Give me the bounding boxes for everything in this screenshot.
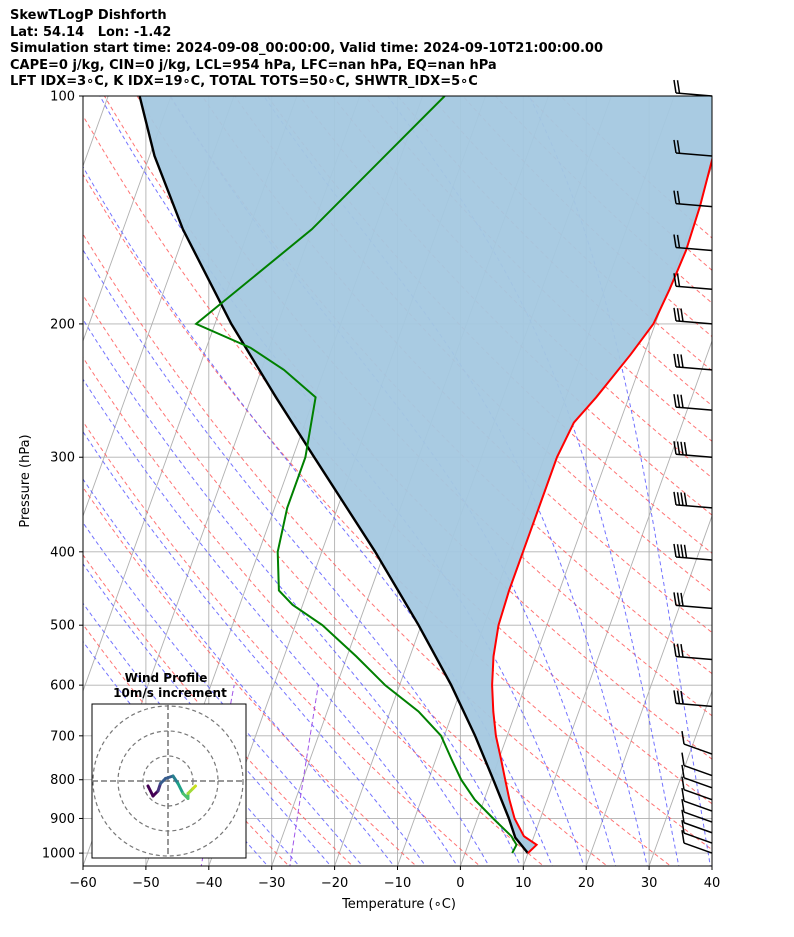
wind-barb bbox=[681, 730, 713, 755]
chart-title: SkewTLogP Dishforth bbox=[10, 8, 167, 23]
cape-cin-shading bbox=[139, 96, 712, 854]
wind-barb bbox=[681, 819, 713, 844]
moist-adiabat bbox=[99, 96, 585, 866]
y-tick-label: 700 bbox=[50, 729, 75, 744]
y-tick-label: 100 bbox=[50, 90, 75, 105]
wind-barb bbox=[681, 829, 713, 854]
stability-indices-line-1: CAPE=0 j/kg, CIN=0 j/kg, LCL=954 hPa, LF… bbox=[10, 57, 497, 73]
y-tick-label: 500 bbox=[50, 619, 75, 634]
moist-adiabat bbox=[83, 378, 458, 866]
x-axis: −60 −50 −40 −30 −20 −10 0 10 20 30 40 bbox=[69, 866, 720, 891]
dry-adiabat bbox=[83, 233, 672, 866]
isotherm-line bbox=[648, 689, 712, 866]
dewpoint-profile-line bbox=[194, 96, 518, 854]
isotherm-line bbox=[83, 96, 172, 343]
hodograph-plot bbox=[92, 704, 246, 858]
hodograph-segment bbox=[146, 784, 155, 798]
hodograph-subtitle: 10m/s increment bbox=[113, 686, 227, 700]
location-label: Lat: 54.14 Lon: -1.42 bbox=[10, 24, 172, 40]
wind-barb bbox=[673, 273, 713, 291]
moist-adiabat bbox=[83, 248, 522, 866]
isotherm-line bbox=[585, 514, 712, 866]
dry-adiabat bbox=[266, 96, 712, 554]
wind-barb bbox=[673, 394, 713, 411]
y-tick-label: 800 bbox=[50, 773, 75, 788]
y-tick-label: 1000 bbox=[42, 847, 75, 862]
isotherm-line bbox=[711, 864, 712, 866]
moist-adiabat bbox=[387, 96, 680, 866]
x-tick-label: −40 bbox=[195, 876, 222, 891]
x-tick-label: −10 bbox=[384, 876, 411, 891]
wind-barb bbox=[673, 592, 713, 610]
hodograph-segment bbox=[171, 774, 180, 785]
wind-barb bbox=[673, 190, 713, 208]
wind-barb bbox=[681, 752, 713, 777]
y-tick-label: 300 bbox=[50, 451, 75, 466]
y-tick-label: 200 bbox=[50, 317, 75, 332]
wind-barb bbox=[681, 776, 713, 801]
y-tick-label: 900 bbox=[50, 812, 75, 827]
dry-adiabat bbox=[83, 356, 545, 866]
x-tick-label: 40 bbox=[704, 876, 721, 891]
moist-adiabat bbox=[83, 562, 332, 866]
wind-barb bbox=[673, 234, 713, 252]
moist-adiabat bbox=[83, 521, 363, 866]
x-tick-label: 0 bbox=[456, 876, 464, 891]
temperature-profile-line bbox=[491, 156, 712, 854]
x-tick-label: −50 bbox=[132, 876, 159, 891]
wind-barb bbox=[681, 787, 713, 812]
wind-barb bbox=[673, 690, 713, 708]
y-axis: 1000 900 800 700 600 500 400 300 200 100 bbox=[42, 90, 83, 862]
moist-adiabat bbox=[83, 430, 427, 866]
moist-adiabat bbox=[83, 478, 395, 866]
wind-barb bbox=[681, 764, 713, 789]
simulation-time-label: Simulation start time: 2024-09-08_00:00:… bbox=[10, 41, 603, 56]
wind-barb bbox=[673, 491, 713, 509]
dry-adiabat bbox=[83, 420, 481, 866]
hodograph-segment bbox=[176, 782, 185, 795]
moist-adiabat bbox=[83, 602, 300, 866]
y-tick-label: 400 bbox=[50, 545, 75, 560]
y-axis-label: Pressure (hPa) bbox=[18, 434, 33, 527]
wind-barb bbox=[673, 543, 713, 561]
wind-barb bbox=[673, 441, 713, 458]
x-axis-label: Temperature (∘C) bbox=[341, 897, 456, 912]
wind-barb bbox=[673, 139, 713, 157]
wind-barb bbox=[681, 798, 713, 823]
hodograph-inset: Wind Profile 10m/s increment bbox=[91, 671, 247, 859]
isotherm-line bbox=[522, 339, 712, 866]
plot-area bbox=[83, 96, 712, 866]
moist-adiabat bbox=[83, 318, 490, 866]
x-tick-label: −20 bbox=[321, 876, 348, 891]
wind-barb bbox=[673, 353, 713, 371]
x-tick-label: −30 bbox=[258, 876, 285, 891]
hodograph-segment bbox=[191, 784, 197, 790]
wind-barb bbox=[673, 79, 713, 97]
y-tick-label: 600 bbox=[50, 679, 75, 694]
wind-barb bbox=[673, 643, 713, 661]
mixing-ratio-line bbox=[289, 685, 319, 866]
wind-barb bbox=[681, 809, 713, 834]
x-tick-label: 20 bbox=[578, 876, 595, 891]
wind-barbs bbox=[673, 79, 713, 854]
stability-indices-line-2: LFT IDX=3∘C, K IDX=19∘C, TOTAL TOTS=50∘C… bbox=[10, 74, 478, 89]
dry-adiabat bbox=[83, 294, 608, 866]
wind-barb bbox=[673, 307, 713, 325]
hodograph-title: Wind Profile bbox=[125, 671, 208, 685]
x-tick-label: 10 bbox=[515, 876, 532, 891]
x-tick-label: −60 bbox=[69, 876, 96, 891]
parcel-profile-line bbox=[138, 96, 529, 854]
x-tick-label: 30 bbox=[641, 876, 658, 891]
moist-adiabat bbox=[263, 96, 648, 866]
